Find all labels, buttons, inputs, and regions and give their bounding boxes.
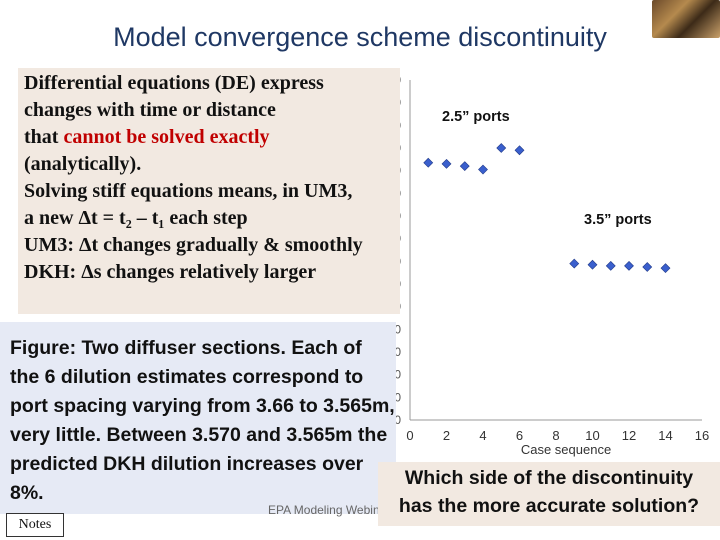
x-tick-label: 6 <box>516 428 523 443</box>
de-line: UM3: Δt changes gradually & smoothly <box>24 232 424 259</box>
de-text-part: DKH: Δs changes relatively larger <box>24 261 317 283</box>
data-point <box>642 262 653 272</box>
de-line: (analytically). <box>24 151 424 178</box>
de-text-part: that <box>24 126 64 148</box>
question-line: Which side of the discontinuity <box>404 467 694 489</box>
de-line: a new Δt = t₂ – t₁ each step <box>24 205 424 232</box>
footer-text: EPA Modeling Webinar <box>268 503 378 517</box>
de-text-part: changes with time or distance <box>24 99 276 121</box>
question-box: Which side of the discontinuity has the … <box>378 462 720 526</box>
de-line: Solving stiff equations means, in UM3, <box>24 178 424 205</box>
de-line: changes with time or distance <box>24 97 424 124</box>
x-tick-label: 0 <box>406 428 413 443</box>
de-description: Differential equations (DE) express chang… <box>24 70 424 286</box>
data-point <box>624 260 634 271</box>
de-line: Differential equations (DE) express <box>24 70 424 97</box>
notes-button[interactable]: Notes <box>6 513 64 537</box>
de-text-part: UM3: Δt changes gradually & smoothly <box>24 234 363 256</box>
x-tick-label: 16 <box>695 428 709 443</box>
de-line: DKH: Δs changes relatively larger <box>24 259 424 286</box>
annotation-3-5-ports: 3.5” ports <box>584 212 652 228</box>
de-line: that cannot be solved exactly <box>24 124 424 151</box>
data-point <box>660 263 671 274</box>
x-tick-label: 2 <box>443 428 450 443</box>
figure-caption: Figure: Two diffuser sections. Each of t… <box>10 337 395 504</box>
x-tick-label: 4 <box>479 428 486 443</box>
annotation-2-5-ports: 2.5” ports <box>442 109 510 125</box>
data-point <box>478 164 488 175</box>
data-point <box>441 158 452 169</box>
logo-image <box>652 0 720 38</box>
data-point <box>459 161 470 172</box>
de-text-box <box>18 68 400 314</box>
question-line: has the more accurate solution? <box>398 495 700 517</box>
de-text-part: Solving stiff equations means, in UM3, <box>24 180 353 202</box>
x-tick-label: 12 <box>622 428 636 443</box>
slide-title: Model convergence scheme discontinuity <box>113 22 607 52</box>
data-point <box>587 259 598 270</box>
x-tick-label: 14 <box>658 428 672 443</box>
de-text-part: Differential equations (DE) express <box>24 72 324 94</box>
x-tick-label: 10 <box>585 428 599 443</box>
figure-caption-box <box>0 322 396 514</box>
x-axis-title: Case sequence <box>521 442 611 457</box>
de-highlight: cannot be solved exactly <box>63 126 270 148</box>
data-point <box>569 258 580 269</box>
data-point <box>496 143 507 153</box>
data-point <box>514 145 525 156</box>
de-text-part: (analytically). <box>24 153 142 175</box>
x-tick-label: 8 <box>552 428 559 443</box>
de-text-part: a new Δt = t₂ – t₁ each step <box>24 207 248 229</box>
data-point <box>605 260 616 271</box>
data-point <box>423 157 434 168</box>
y-tick-label: 0 <box>394 413 401 427</box>
